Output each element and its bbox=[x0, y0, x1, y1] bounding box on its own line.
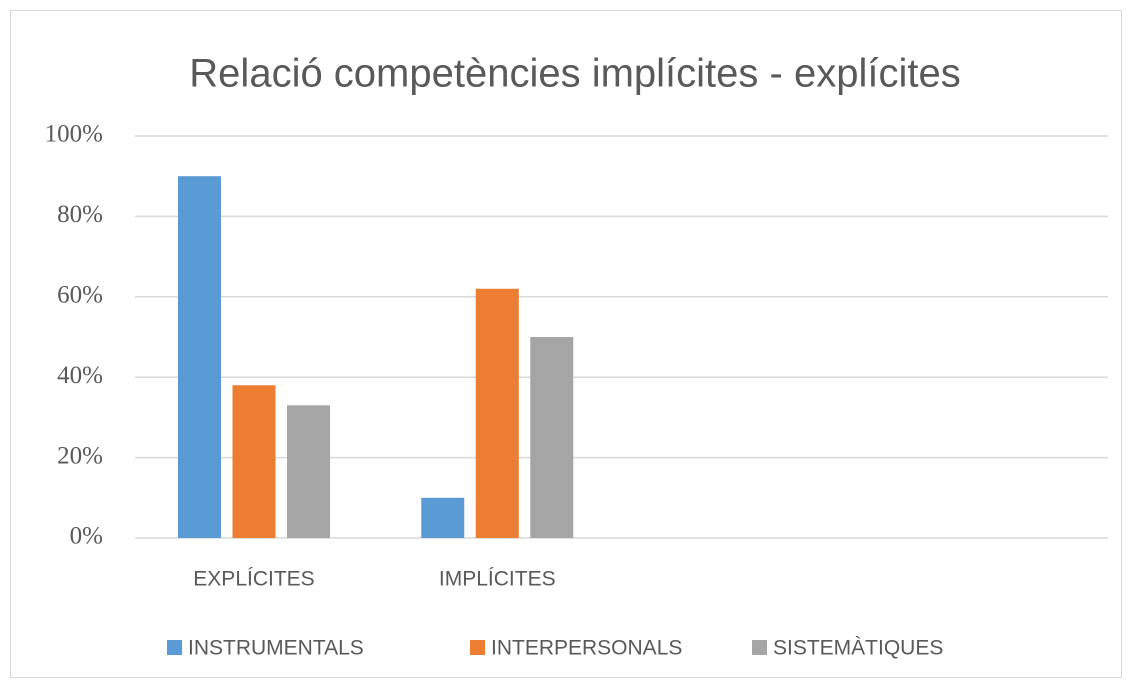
legend-label: SISTEMÀTIQUES bbox=[773, 637, 943, 660]
y-tick-label: 80% bbox=[57, 201, 103, 228]
x-tick-label: EXPLÍCITES bbox=[193, 568, 314, 591]
y-tick-label: 100% bbox=[45, 121, 103, 148]
legend-label: INTERPERSONALS bbox=[491, 637, 682, 660]
legend-swatch bbox=[167, 640, 182, 655]
y-tick-label: 20% bbox=[57, 442, 103, 469]
x-tick-label: IMPLÍCITES bbox=[439, 568, 556, 591]
y-tick-label: 40% bbox=[57, 362, 103, 389]
legend-swatch bbox=[470, 640, 485, 655]
bar bbox=[232, 385, 276, 538]
legend-swatch bbox=[752, 640, 767, 655]
bar bbox=[530, 337, 574, 538]
bar bbox=[421, 497, 465, 538]
legend-label: INSTRUMENTALS bbox=[188, 637, 364, 660]
bar bbox=[475, 288, 519, 538]
y-tick-label: 0% bbox=[70, 523, 103, 550]
y-tick-label: 60% bbox=[57, 282, 103, 309]
chart-title: Relació competències implícites - explíc… bbox=[189, 52, 960, 96]
bar bbox=[287, 405, 330, 538]
bar bbox=[178, 176, 221, 538]
